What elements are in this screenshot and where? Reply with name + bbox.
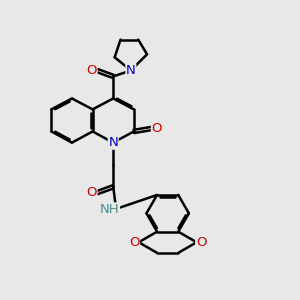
Text: N: N xyxy=(108,136,118,149)
Text: O: O xyxy=(86,186,97,199)
Text: NH: NH xyxy=(100,203,119,216)
Text: O: O xyxy=(129,236,140,249)
Text: O: O xyxy=(196,236,206,249)
Text: O: O xyxy=(86,64,97,77)
Text: O: O xyxy=(152,122,162,135)
Text: N: N xyxy=(126,64,136,77)
